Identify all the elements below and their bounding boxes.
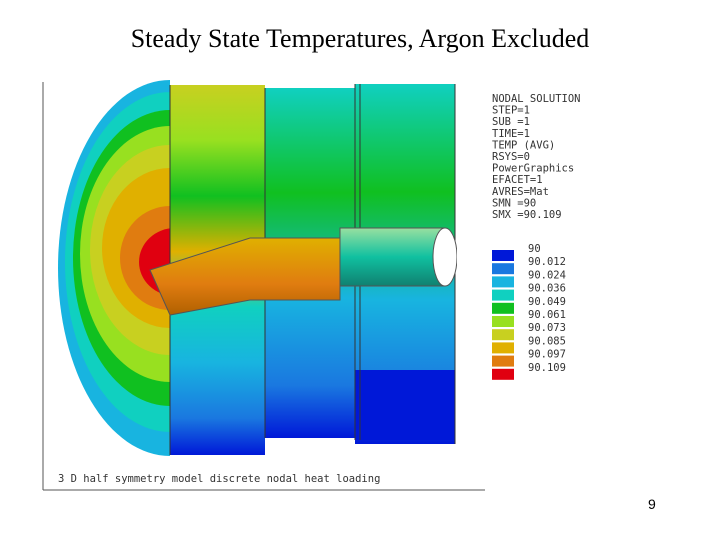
legend-swatch bbox=[492, 276, 514, 288]
legend-label: 90.012 bbox=[528, 256, 566, 268]
legend-label: 90.097 bbox=[528, 349, 566, 361]
legend-swatch bbox=[492, 302, 514, 314]
page-number: 9 bbox=[648, 496, 656, 512]
legend-swatch bbox=[492, 342, 514, 354]
legend-swatch bbox=[492, 316, 514, 327]
legend-label: 90.085 bbox=[528, 335, 566, 347]
legend-label: 90.061 bbox=[528, 309, 566, 321]
model-image bbox=[42, 80, 487, 491]
legend-label: 90.049 bbox=[528, 296, 566, 308]
legend-label: 90.109 bbox=[528, 362, 566, 374]
plot-header-line: PowerGraphics bbox=[492, 163, 574, 175]
legend-swatch bbox=[492, 368, 514, 380]
plot-header-line: EFACET=1 bbox=[492, 174, 543, 186]
plot-header-line: STEP=1 bbox=[492, 105, 530, 117]
plot-header-line: SMN =90 bbox=[492, 197, 536, 209]
legend-swatch bbox=[492, 329, 514, 341]
legend-label: 90.073 bbox=[528, 322, 566, 334]
plot-header-line: TIME=1 bbox=[492, 128, 530, 140]
plot-header-line: NODAL SOLUTION bbox=[492, 93, 581, 105]
legend-label: 90.036 bbox=[528, 283, 566, 295]
plot-header-line: RSYS=0 bbox=[492, 151, 530, 163]
legend-swatch bbox=[492, 289, 514, 301]
plot-header-line: SUB =1 bbox=[492, 116, 530, 128]
legend-swatch bbox=[492, 250, 514, 261]
legend-label: 90.024 bbox=[528, 269, 566, 281]
legend-label: 90 bbox=[528, 243, 541, 255]
plot-header-line: AVRES=Mat bbox=[492, 186, 549, 198]
plot-header-line: SMX =90.109 bbox=[492, 209, 562, 221]
plot-header-line: TEMP (AVG) bbox=[492, 139, 555, 151]
slide-title: Steady State Temperatures, Argon Exclude… bbox=[130, 24, 590, 53]
legend-swatch bbox=[492, 355, 514, 367]
plot-caption: 3 D half symmetry model discrete nodal h… bbox=[58, 473, 380, 485]
legend-swatch bbox=[492, 263, 514, 275]
